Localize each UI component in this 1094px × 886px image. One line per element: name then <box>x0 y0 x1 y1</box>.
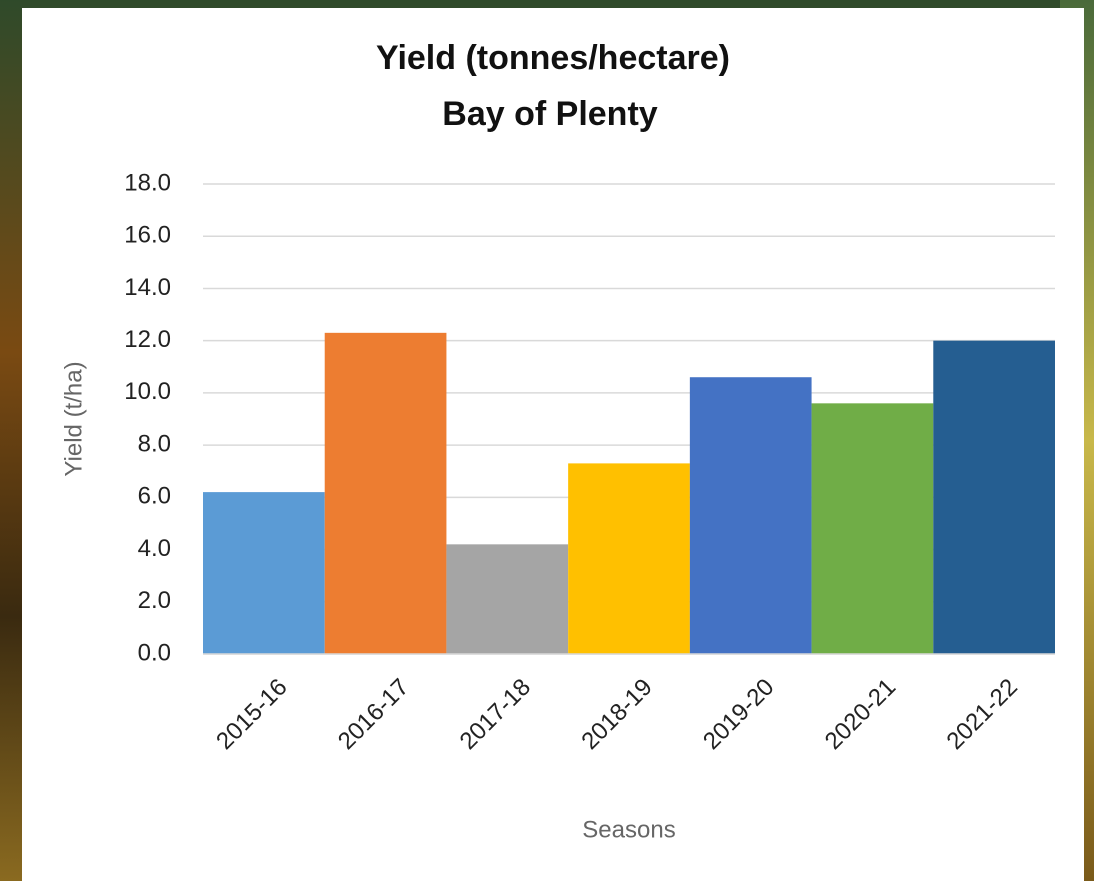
bar <box>812 403 934 654</box>
bar <box>325 333 447 654</box>
y-tick-label: 6.0 <box>138 483 171 510</box>
y-tick-label: 4.0 <box>138 535 171 562</box>
bar <box>690 377 812 654</box>
y-tick-label: 12.0 <box>124 326 171 353</box>
bar <box>933 341 1055 654</box>
y-axis-title: Yield (t/ha) <box>60 361 87 476</box>
y-tick-label: 0.0 <box>138 639 171 666</box>
chart-title: Yield (tonnes/hectare) <box>376 39 730 77</box>
y-tick-label: 14.0 <box>124 274 171 301</box>
x-axis-title: Seasons <box>582 816 675 843</box>
chart-subtitle: Bay of Plenty <box>442 95 657 133</box>
bar <box>203 492 325 654</box>
y-tick-label: 8.0 <box>138 430 171 457</box>
chart: Yield (tonnes/hectare) Bay of Plenty Yie… <box>0 0 1094 881</box>
bar <box>446 544 568 654</box>
y-tick-label: 10.0 <box>124 378 171 405</box>
bar <box>568 463 690 654</box>
y-tick-label: 2.0 <box>138 587 171 614</box>
y-tick-label: 18.0 <box>124 169 171 196</box>
y-tick-label: 16.0 <box>124 222 171 249</box>
page: {"chart_data": {"type": "bar", "title": … <box>0 0 1094 881</box>
